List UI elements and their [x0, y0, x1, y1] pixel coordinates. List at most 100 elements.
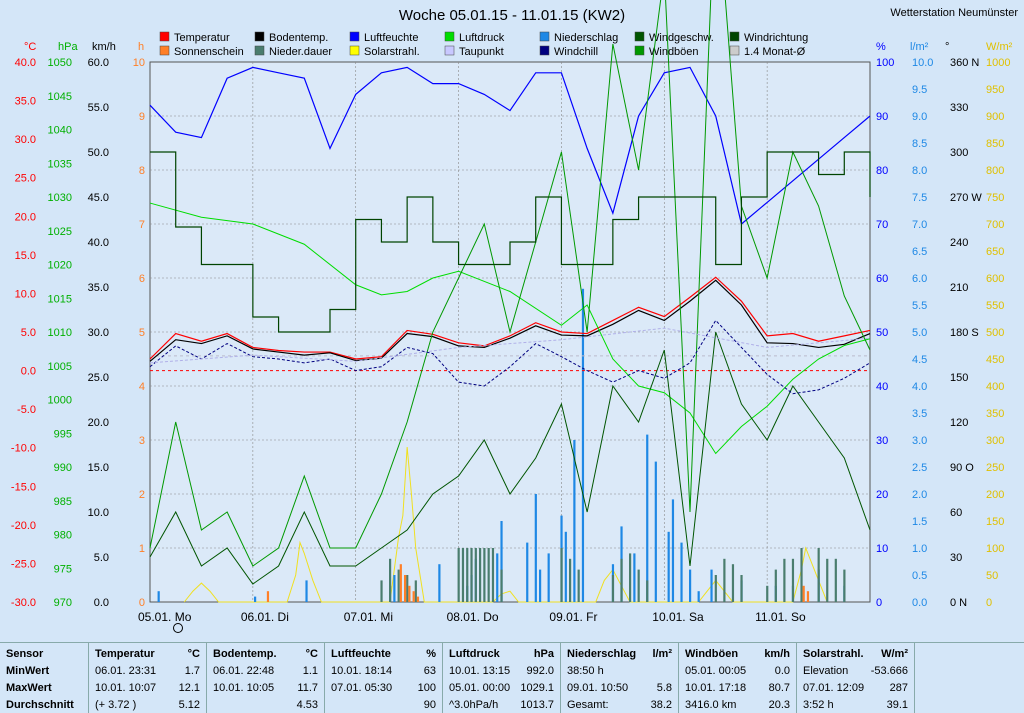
axis-tick-label: 1.0 — [912, 543, 927, 555]
stats-cell-value: 90 — [423, 699, 436, 711]
axis-tick-label: 270 W — [950, 192, 982, 204]
axis-tick-label: 5 — [139, 327, 145, 339]
axis-tick-label: 35.0 — [88, 282, 109, 294]
day-label: 06.01. Di — [241, 610, 289, 624]
axis-tick-label: 60 — [950, 507, 962, 519]
axis-tick-label: 4.5 — [912, 354, 927, 366]
bar-niederdauer — [843, 569, 846, 602]
bar-niederdauer — [491, 548, 495, 602]
stats-cell-value: 1029.1 — [520, 682, 554, 694]
stats-cell-info: 10.01. 10:07 — [95, 682, 157, 694]
legend-label: Luftfeuchte — [364, 32, 418, 44]
axis-tick-label: 975 — [54, 563, 72, 575]
legend-label: Taupunkt — [459, 46, 504, 58]
axis-tick-label: 650 — [986, 246, 1004, 258]
stats-column-title: Luftdruck — [449, 648, 500, 660]
bar-niederdauer — [611, 575, 615, 602]
axis-tick-label: 50 — [876, 327, 888, 339]
axis-tick-label: 200 — [986, 489, 1004, 501]
bar-niederdauer — [406, 575, 409, 602]
axis-tick-label: 10.0 — [15, 288, 36, 300]
axis-tick-label: 20 — [876, 489, 888, 501]
legend-swatch — [539, 31, 550, 42]
bar-niederdauer — [470, 548, 473, 602]
axis-tick-label: 5.5 — [912, 300, 927, 312]
axis-tick-label: 15.0 — [88, 462, 109, 474]
day-label: 07.01. Mi — [344, 610, 393, 624]
bar-sonnenschein — [399, 564, 402, 602]
stats-cell-value: 1.7 — [184, 665, 200, 677]
bar-sonnenschein — [416, 596, 420, 602]
axis-tick-label: 800 — [986, 165, 1004, 177]
stats-column-unit: °C — [187, 648, 200, 660]
stats-row-label: Durchschnitt — [6, 699, 74, 711]
stats-row-label: Sensor — [6, 648, 44, 660]
series-line-temperatur — [149, 276, 871, 360]
axis-tick-label: 20.0 — [15, 211, 36, 223]
stats-column-title: Temperatur — [95, 648, 155, 660]
axis-tick-label: 550 — [986, 300, 1004, 312]
bar-niederdauer — [461, 548, 465, 602]
bar-niederschlag — [710, 569, 713, 602]
axis-tick-label: 330 — [950, 102, 968, 114]
stats-column-title: Solarstrahl. — [803, 648, 864, 660]
stats-column-title: Luftfeuchte — [331, 648, 391, 660]
axis-tick-label: 8 — [139, 165, 145, 177]
stats-cell-value: 11.7 — [297, 682, 318, 694]
bar-sonnenschein — [412, 591, 415, 602]
axis-tick-label: 1045 — [48, 91, 72, 103]
bar-niederschlag — [646, 434, 649, 602]
stats-column: Luftdruck hPa 10.01. 13:15 992.0 05.01. 00:0… — [442, 643, 560, 713]
bar-niederschlag — [438, 564, 441, 602]
axis-tick-label: 5.0 — [912, 327, 927, 339]
day-labels: 05.01. Mo 06.01. Di 07.01. Mi 08.01. Do 09.0… — [138, 610, 806, 633]
axis-tick-label: 0.0 — [912, 597, 927, 609]
axis-tick-label: 990 — [54, 462, 72, 474]
cursor-icon[interactable] — [173, 623, 183, 633]
axis-tick-label: 1030 — [48, 192, 72, 204]
bar-niederdauer — [714, 575, 717, 602]
axis-tick-label: 700 — [986, 219, 1004, 231]
bar-niederschlag — [680, 542, 683, 602]
axis-tick-label: 30.0 — [88, 327, 109, 339]
bar-niederdauer — [479, 548, 482, 602]
axis-tick-label: 5.0 — [21, 327, 36, 339]
series-line-windben — [149, 0, 871, 567]
bar-niederschlag — [547, 553, 550, 602]
day-label: 05.01. Mo — [138, 610, 192, 624]
axis-tick-label: 7.0 — [912, 219, 927, 231]
axis-tick-label: 240 — [950, 237, 968, 249]
bar-niederschlag — [534, 494, 537, 602]
stats-cell-info: 07.01. 12:09 — [803, 682, 865, 694]
axis-tick-label: 0 — [986, 597, 992, 609]
axis-tick-label: 450 — [986, 354, 1004, 366]
axis-tick-label: 30.0 — [15, 134, 36, 146]
stats-column-unit: W/m² — [881, 648, 908, 660]
bar-niederdauer — [731, 564, 735, 602]
axis-tick-label: 1.5 — [912, 516, 927, 528]
stats-cell-value: 100 — [417, 682, 436, 694]
axis-tick-label: 5.0 — [94, 552, 109, 564]
axis-tick-label: 3.5 — [912, 408, 927, 420]
stats-cell-info: 05.01. 00:05 — [685, 665, 747, 677]
weather-chart: Woche 05.01.15 - 11.01.15 (KW2) Wetterst… — [11, 0, 1018, 633]
axis-tick-label: 150 — [950, 372, 968, 384]
stats-empty-column — [914, 643, 1024, 713]
axis-tick-label: 350 — [986, 408, 1004, 420]
stats-row-label: MaxWert — [6, 682, 52, 694]
axis-tick-label: -10.0 — [11, 443, 36, 455]
axis-tick-label: 500 — [986, 327, 1004, 339]
legend-swatch — [254, 31, 265, 42]
bar-niederschlag — [671, 499, 675, 602]
stats-cell-info: 05.01. 00:00 — [449, 682, 511, 694]
legend-swatch — [159, 45, 170, 56]
bar-sonnenschein — [404, 575, 407, 602]
axis-tick-label: 90 — [876, 111, 888, 123]
bar-sonnenschein — [802, 585, 805, 602]
axis-tick-label: 3 — [139, 435, 145, 447]
stats-column: Luftfeuchte% 10.01. 18:14 63 07.01. 05:30 10… — [324, 643, 442, 713]
axis-tick-label: 15.0 — [15, 250, 36, 262]
day-label: 09.01. Fr — [549, 610, 597, 624]
legend-swatch — [349, 31, 360, 42]
bar-niederdauer — [826, 558, 829, 602]
